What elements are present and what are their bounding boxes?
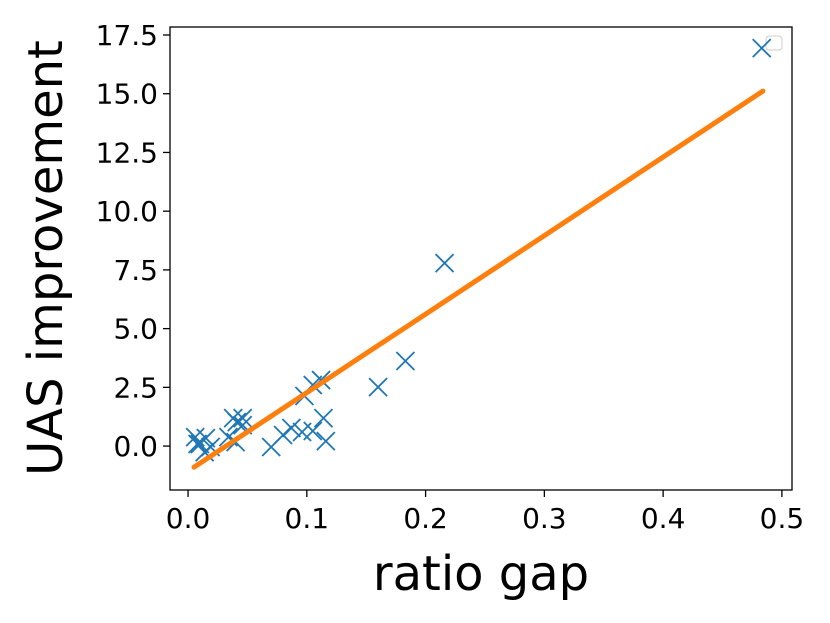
scatter-point	[292, 422, 312, 442]
scatter-point	[752, 38, 772, 58]
y-tick-label: 10.0	[96, 195, 158, 228]
scatter-point	[316, 431, 336, 451]
scatter-point	[395, 351, 416, 371]
x-tick-label: 0.3	[522, 502, 567, 535]
scatter-point	[368, 377, 388, 397]
scatter-point	[185, 427, 205, 447]
scatter-point	[233, 408, 253, 428]
y-tick-label: 15.0	[96, 78, 158, 111]
legend-box	[765, 35, 783, 51]
y-tick-label: 0.0	[113, 430, 158, 463]
x-tick-label: 0.0	[166, 502, 211, 535]
x-tick-label: 0.5	[760, 502, 805, 535]
scatter-point	[434, 253, 455, 273]
y-tick-label: 12.5	[96, 136, 158, 169]
x-tick-label: 0.1	[285, 502, 330, 535]
y-axis-label: UAS improvement	[18, 40, 74, 476]
y-tick-label: 7.5	[113, 254, 158, 287]
x-axis-label: ratio gap	[373, 546, 589, 602]
y-tick-label: 5.0	[113, 313, 158, 346]
plot-frame	[169, 26, 793, 491]
scatter-point	[223, 408, 243, 428]
x-tick-label: 0.2	[403, 502, 448, 535]
y-tick-label: 17.5	[96, 19, 158, 52]
scatter-point	[261, 437, 281, 457]
x-tick-label: 0.4	[641, 502, 686, 535]
fit-line	[191, 88, 766, 470]
scatter-point	[313, 408, 334, 428]
y-tick-label: 2.5	[113, 371, 158, 404]
